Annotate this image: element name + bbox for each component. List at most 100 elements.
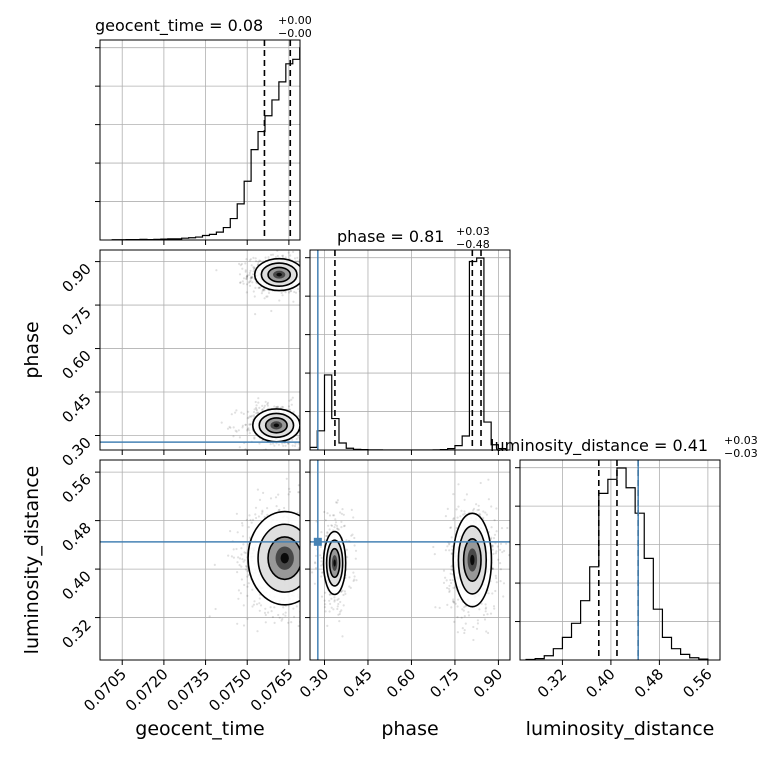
scatter-point: [446, 603, 449, 607]
scatter-point: [324, 610, 327, 613]
scatter-point: [492, 605, 496, 608]
scatter-point: [479, 513, 482, 516]
y-tick-label-phase: 0.45: [58, 390, 94, 426]
scatter-point: [484, 610, 487, 613]
scatter-point: [495, 507, 498, 510]
scatter-point: [270, 309, 273, 313]
scatter-point: [253, 267, 256, 270]
scatter-point: [339, 610, 342, 613]
scatter-point: [250, 423, 253, 426]
scatter-point: [302, 561, 304, 563]
scatter-point: [306, 426, 308, 428]
scatter-point: [304, 580, 306, 582]
scatter-point: [337, 597, 340, 600]
scatter-point: [236, 622, 239, 625]
scatter-point: [449, 572, 452, 575]
scatter-point: [307, 537, 309, 539]
scatter-point: [452, 586, 455, 590]
scatter-point: [232, 435, 235, 438]
scatter-point: [245, 275, 248, 278]
scatter-point: [505, 542, 508, 545]
scatter-point: [304, 434, 306, 436]
scatter-point: [234, 411, 237, 414]
scatter-point: [303, 593, 305, 595]
scatter-point: [491, 544, 494, 547]
scatter-point: [275, 406, 278, 409]
scatter-point: [273, 606, 276, 609]
scatter-point: [302, 507, 304, 509]
scatter-point: [495, 581, 498, 584]
scatter-point: [495, 530, 498, 533]
scatter-point: [251, 518, 255, 522]
scatter-point: [472, 638, 475, 642]
scatter-point: [302, 520, 304, 522]
scatter-point: [264, 607, 267, 610]
scatter-point: [244, 269, 247, 272]
scatter-point: [247, 526, 250, 529]
scatter-point: [292, 250, 295, 253]
scatter-point: [332, 514, 335, 517]
scatter-point: [335, 501, 338, 504]
scatter-point: [326, 534, 329, 537]
scatter-point: [301, 277, 303, 279]
scatter-point: [452, 600, 455, 604]
scatter-point: [464, 622, 467, 625]
scatter-point: [251, 276, 254, 279]
scatter-point: [241, 535, 245, 538]
scatter-point: [313, 552, 315, 554]
scatter-point: [330, 606, 333, 609]
scatter-point: [502, 582, 506, 585]
scatter-point: [344, 592, 347, 596]
scatter-point: [256, 411, 259, 415]
contour-line: [258, 412, 295, 439]
scatter-point: [328, 610, 331, 613]
scatter-point: [265, 295, 268, 298]
scatter-point: [281, 617, 284, 621]
scatter-point: [490, 526, 493, 529]
scatter-point: [220, 421, 223, 424]
scatter-point: [287, 442, 290, 445]
scatter-point: [463, 631, 466, 635]
scatter-point: [462, 609, 465, 612]
scatter-point: [252, 410, 256, 414]
scatter-point: [306, 269, 308, 271]
scatter-point: [487, 478, 490, 481]
title-phase-minus: −0.48: [456, 238, 490, 251]
scatter-point: [288, 487, 291, 490]
scatter-point: [333, 600, 336, 603]
contour-line: [462, 537, 482, 583]
scatter-point: [243, 551, 246, 554]
panel-luminosity-distance-vs-phase: [310, 460, 510, 660]
scatter-point: [306, 263, 308, 265]
scatter-point: [297, 442, 300, 445]
scatter-point: [244, 262, 247, 265]
scatter-point: [264, 613, 267, 617]
scatter-point: [330, 597, 333, 600]
scatter-point: [472, 509, 475, 512]
panel-luminosity-distance-histogram: [520, 460, 720, 660]
scatter-point: [232, 556, 235, 559]
scatter-point: [305, 426, 307, 428]
scatter-point: [304, 533, 306, 535]
scatter-point: [301, 558, 303, 560]
scatter-point: [278, 299, 281, 302]
title-luminosity-distance-minus: −0.03: [724, 447, 758, 460]
scatter-point: [450, 606, 453, 609]
scatter-point: [232, 548, 235, 551]
scatter-point: [339, 600, 342, 604]
scatter-point: [273, 621, 276, 625]
scatter-point: [284, 291, 287, 294]
scatter-point: [336, 607, 339, 611]
scatter-point: [301, 261, 303, 263]
scatter-point: [294, 291, 298, 294]
scatter-point: [304, 510, 306, 512]
scatter-point: [244, 270, 247, 273]
scatter-point: [228, 425, 231, 428]
scatter-point: [303, 551, 305, 553]
scatter-point: [501, 551, 504, 554]
scatter-point: [290, 398, 293, 401]
title-phase: phase = 0.81: [337, 227, 444, 246]
scatter-point: [236, 571, 239, 574]
scatter-point: [238, 436, 241, 439]
